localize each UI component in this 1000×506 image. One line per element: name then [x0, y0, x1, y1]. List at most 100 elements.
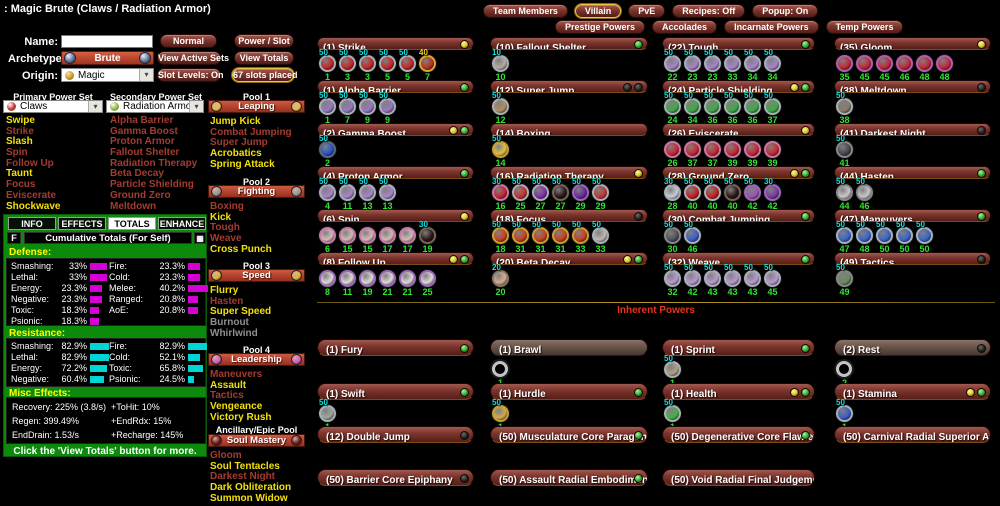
power-2-gamma-boost[interactable]: (2) Gamma Boost: [317, 123, 474, 136]
enhancement-slot[interactable]: 50 29: [571, 177, 591, 211]
topbar-button-accolades[interactable]: Accolades: [652, 20, 718, 34]
tab-effects[interactable]: EFFECTS: [58, 217, 106, 230]
enhancement-slot[interactable]: 8: [318, 265, 338, 297]
view-totals-button[interactable]: View Totals: [234, 51, 294, 65]
power-38-meltdown[interactable]: (38) Meltdown: [834, 80, 991, 93]
power-1-health[interactable]: (1) Health: [662, 383, 815, 400]
pool-select-soul-mastery[interactable]: Soul Mastery: [208, 434, 305, 447]
enhancement-slot[interactable]: 50 33: [571, 220, 591, 254]
enhancement-slot[interactable]: 50 50: [875, 220, 895, 254]
topbar-button-temp-powers[interactable]: Temp Powers: [825, 20, 904, 34]
power-20-beta-decay[interactable]: (20) Beta Decay: [490, 252, 648, 265]
enhancement-slot[interactable]: 21: [378, 265, 398, 297]
enhancement-slot[interactable]: 50 5: [398, 48, 418, 82]
enhancement-slot[interactable]: 39: [743, 136, 763, 168]
enhancement-slot[interactable]: 50 47: [835, 220, 855, 254]
powerlist-item-flurry[interactable]: Flurry: [210, 285, 239, 296]
enhancement-slot[interactable]: 50 14: [491, 134, 511, 168]
pool-select-speed[interactable]: Speed: [208, 269, 305, 282]
enhancement-slot[interactable]: 50 46: [683, 220, 703, 254]
power-35-gloom[interactable]: (35) Gloom: [834, 37, 991, 50]
tab-totals[interactable]: TOTALS: [108, 217, 156, 230]
powerlist-item-radiation-therapy[interactable]: Radiation Therapy: [110, 157, 198, 169]
powerlist-item-super-jump[interactable]: Super Jump: [210, 137, 268, 149]
pool-select-fighting[interactable]: Fighting: [208, 185, 305, 198]
enhancement-slot[interactable]: 39: [723, 136, 743, 168]
powerlist-item-meltdown[interactable]: Meltdown: [110, 200, 157, 212]
powerlist-item-burnout[interactable]: Burnout: [210, 317, 249, 329]
power-47-maneuvers[interactable]: (47) Maneuvers: [834, 209, 991, 222]
enhancement-slot[interactable]: 50 34: [743, 48, 763, 82]
powerlist-item-weave[interactable]: Weave: [210, 233, 242, 245]
enhancement-slot[interactable]: 50 41: [835, 134, 855, 168]
power-10-fallout-shelter[interactable]: (10) Fallout Shelter: [490, 37, 648, 50]
enhancement-slot[interactable]: 50 33: [591, 220, 611, 254]
name-input[interactable]: [61, 35, 153, 48]
enhancement-slot[interactable]: 50 30: [663, 220, 683, 254]
tab-enhance[interactable]: ENHANCE: [158, 217, 206, 230]
powerlist-item-hasten[interactable]: Hasten: [210, 295, 244, 307]
power-1-swift[interactable]: (1) Swift: [317, 383, 474, 400]
enhancement-slot[interactable]: 501: [663, 354, 683, 388]
powerlist-item-tough[interactable]: Tough: [210, 222, 240, 234]
powerlist-item-ground-zero[interactable]: Ground Zero: [110, 189, 171, 201]
enhancement-slot[interactable]: 50 31: [511, 220, 531, 254]
enhancement-slot[interactable]: 50 42: [743, 177, 763, 211]
enhancement-slot[interactable]: 17: [378, 222, 398, 254]
enhancement-slot[interactable]: 39: [763, 136, 783, 168]
powerlist-item-dark-obliteration[interactable]: Dark Obliteration: [210, 482, 292, 494]
enhancement-slot[interactable]: 50 43: [723, 263, 743, 297]
enhancement-slot[interactable]: 15: [338, 222, 358, 254]
powerlist-item-gloom[interactable]: Gloom: [210, 450, 242, 461]
topbar-button-team-members[interactable]: Team Members: [483, 4, 568, 18]
enhancement-slot[interactable]: 50 11: [338, 177, 358, 211]
enhancement-slot[interactable]: 20 20: [491, 263, 511, 297]
enhancement-slot[interactable]: 37: [683, 136, 703, 168]
power-2-rest[interactable]: (2) Rest: [834, 339, 991, 356]
enhancement-slot[interactable]: 35: [835, 50, 855, 82]
powerlist-item-particle-shielding[interactable]: Particle Shielding: [110, 179, 194, 191]
enhancement-slot[interactable]: 50 40: [683, 177, 703, 211]
powerlist-item-combat-jumping[interactable]: Combat Jumping: [210, 126, 292, 138]
powerlist-item-assault[interactable]: Assault: [210, 379, 247, 391]
power-26-eviscerate[interactable]: (26) Eviscerate: [662, 123, 815, 136]
enhancement-slot[interactable]: 50 3: [358, 48, 378, 82]
powerlist-item-vengeance[interactable]: Vengeance: [210, 401, 263, 413]
enhancement-slot[interactable]: 50 5: [378, 48, 398, 82]
powerlist-item-super-speed[interactable]: Super Speed: [210, 306, 272, 318]
power-1-alpha-barrier[interactable]: (1) Alpha Barrier: [317, 80, 474, 93]
power-50-void-radial-final-judgement[interactable]: (50) Void Radial Final Judgement: [662, 469, 815, 486]
power-1-hurdle[interactable]: (1) Hurdle: [490, 383, 648, 400]
enhancement-slot[interactable]: 50 29: [591, 177, 611, 211]
topbar-button-prestige-powers[interactable]: Prestige Powers: [555, 20, 646, 34]
view-active-sets-button[interactable]: View Active Sets: [157, 51, 230, 65]
enhancement-slot[interactable]: 21: [398, 265, 418, 297]
enhancement-slot[interactable]: 50 33: [723, 48, 743, 82]
enhancement-slot[interactable]: 48: [935, 50, 955, 82]
enhancement-slot[interactable]: 50 4: [318, 177, 338, 211]
power-50-degenerative-core-flawless-interf[interactable]: (50) Degenerative Core Flawless Interf: [662, 426, 815, 443]
enhancement-slot[interactable]: 50 32: [663, 263, 683, 297]
enhancement-slot[interactable]: 50 43: [703, 263, 723, 297]
powerlist-item-cross-punch[interactable]: Cross Punch: [210, 243, 272, 255]
enhancement-slot[interactable]: 6: [318, 222, 338, 254]
enhancement-slot[interactable]: 50 22: [663, 48, 683, 82]
enhancement-slot[interactable]: 2: [835, 356, 855, 388]
slots-placed-button[interactable]: 67 slots placed: [232, 68, 298, 82]
power-49-tactics[interactable]: (49) Tactics: [834, 252, 991, 265]
enhancement-slot[interactable]: 26: [663, 136, 683, 168]
enhancement-slot[interactable]: 50 38: [835, 91, 855, 125]
topbar-button-recipes-off[interactable]: Recipes: Off: [672, 4, 746, 18]
power-8-follow-up[interactable]: (8) Follow Up: [317, 252, 474, 265]
enhancement-slot[interactable]: 15: [358, 222, 378, 254]
primary-set-select[interactable]: Claws ▾: [3, 100, 103, 113]
powerlist-item-fallout-shelter[interactable]: Fallout Shelter: [110, 147, 180, 159]
enhancement-slot[interactable]: 46: [895, 50, 915, 82]
enhancement-slot[interactable]: 30 19: [418, 220, 438, 254]
powerlist-item-spring-attack[interactable]: Spring Attack: [210, 158, 275, 170]
enhancement-slot[interactable]: 45: [875, 50, 895, 82]
powerlist-item-summon-widow[interactable]: Summon Widow: [210, 492, 288, 504]
enhancement-slot[interactable]: 50 31: [531, 220, 551, 254]
powerlist-item-soul-tentacles[interactable]: Soul Tentacles: [210, 460, 280, 472]
